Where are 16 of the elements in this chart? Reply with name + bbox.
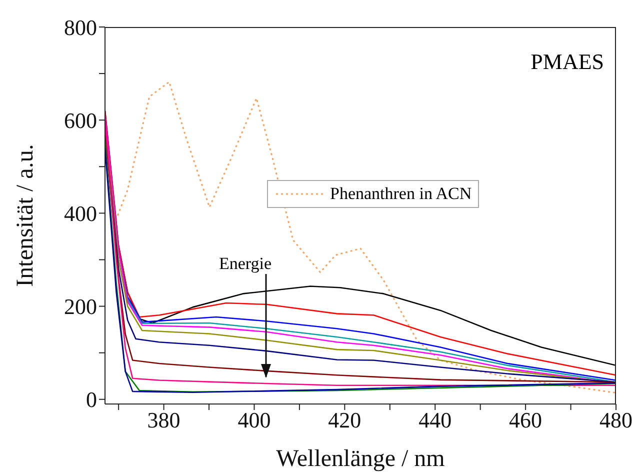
annotation: Energie xyxy=(218,254,272,274)
y-axis-title: Intensität / a.u. xyxy=(12,144,39,287)
x-tick-label: 420 xyxy=(328,408,362,433)
x-tick-label: 480 xyxy=(600,408,632,433)
y-tick-label: 600 xyxy=(64,108,97,133)
legend-label: Phenanthren in ACN xyxy=(330,184,472,204)
x-tick-label: 400 xyxy=(238,408,271,433)
annotation: PMAES xyxy=(530,49,604,75)
x-tick-label: 380 xyxy=(147,408,180,433)
x-tick-label: 440 xyxy=(418,408,452,433)
y-tick-label: 400 xyxy=(64,200,97,226)
y-tick-label: 200 xyxy=(64,294,97,320)
x-tick-label: 460 xyxy=(509,408,542,433)
y-tick-label: 800 xyxy=(64,14,97,40)
x-axis-title: Wellenlänge / nm xyxy=(276,446,446,472)
y-tick-label: 0 xyxy=(86,387,97,412)
